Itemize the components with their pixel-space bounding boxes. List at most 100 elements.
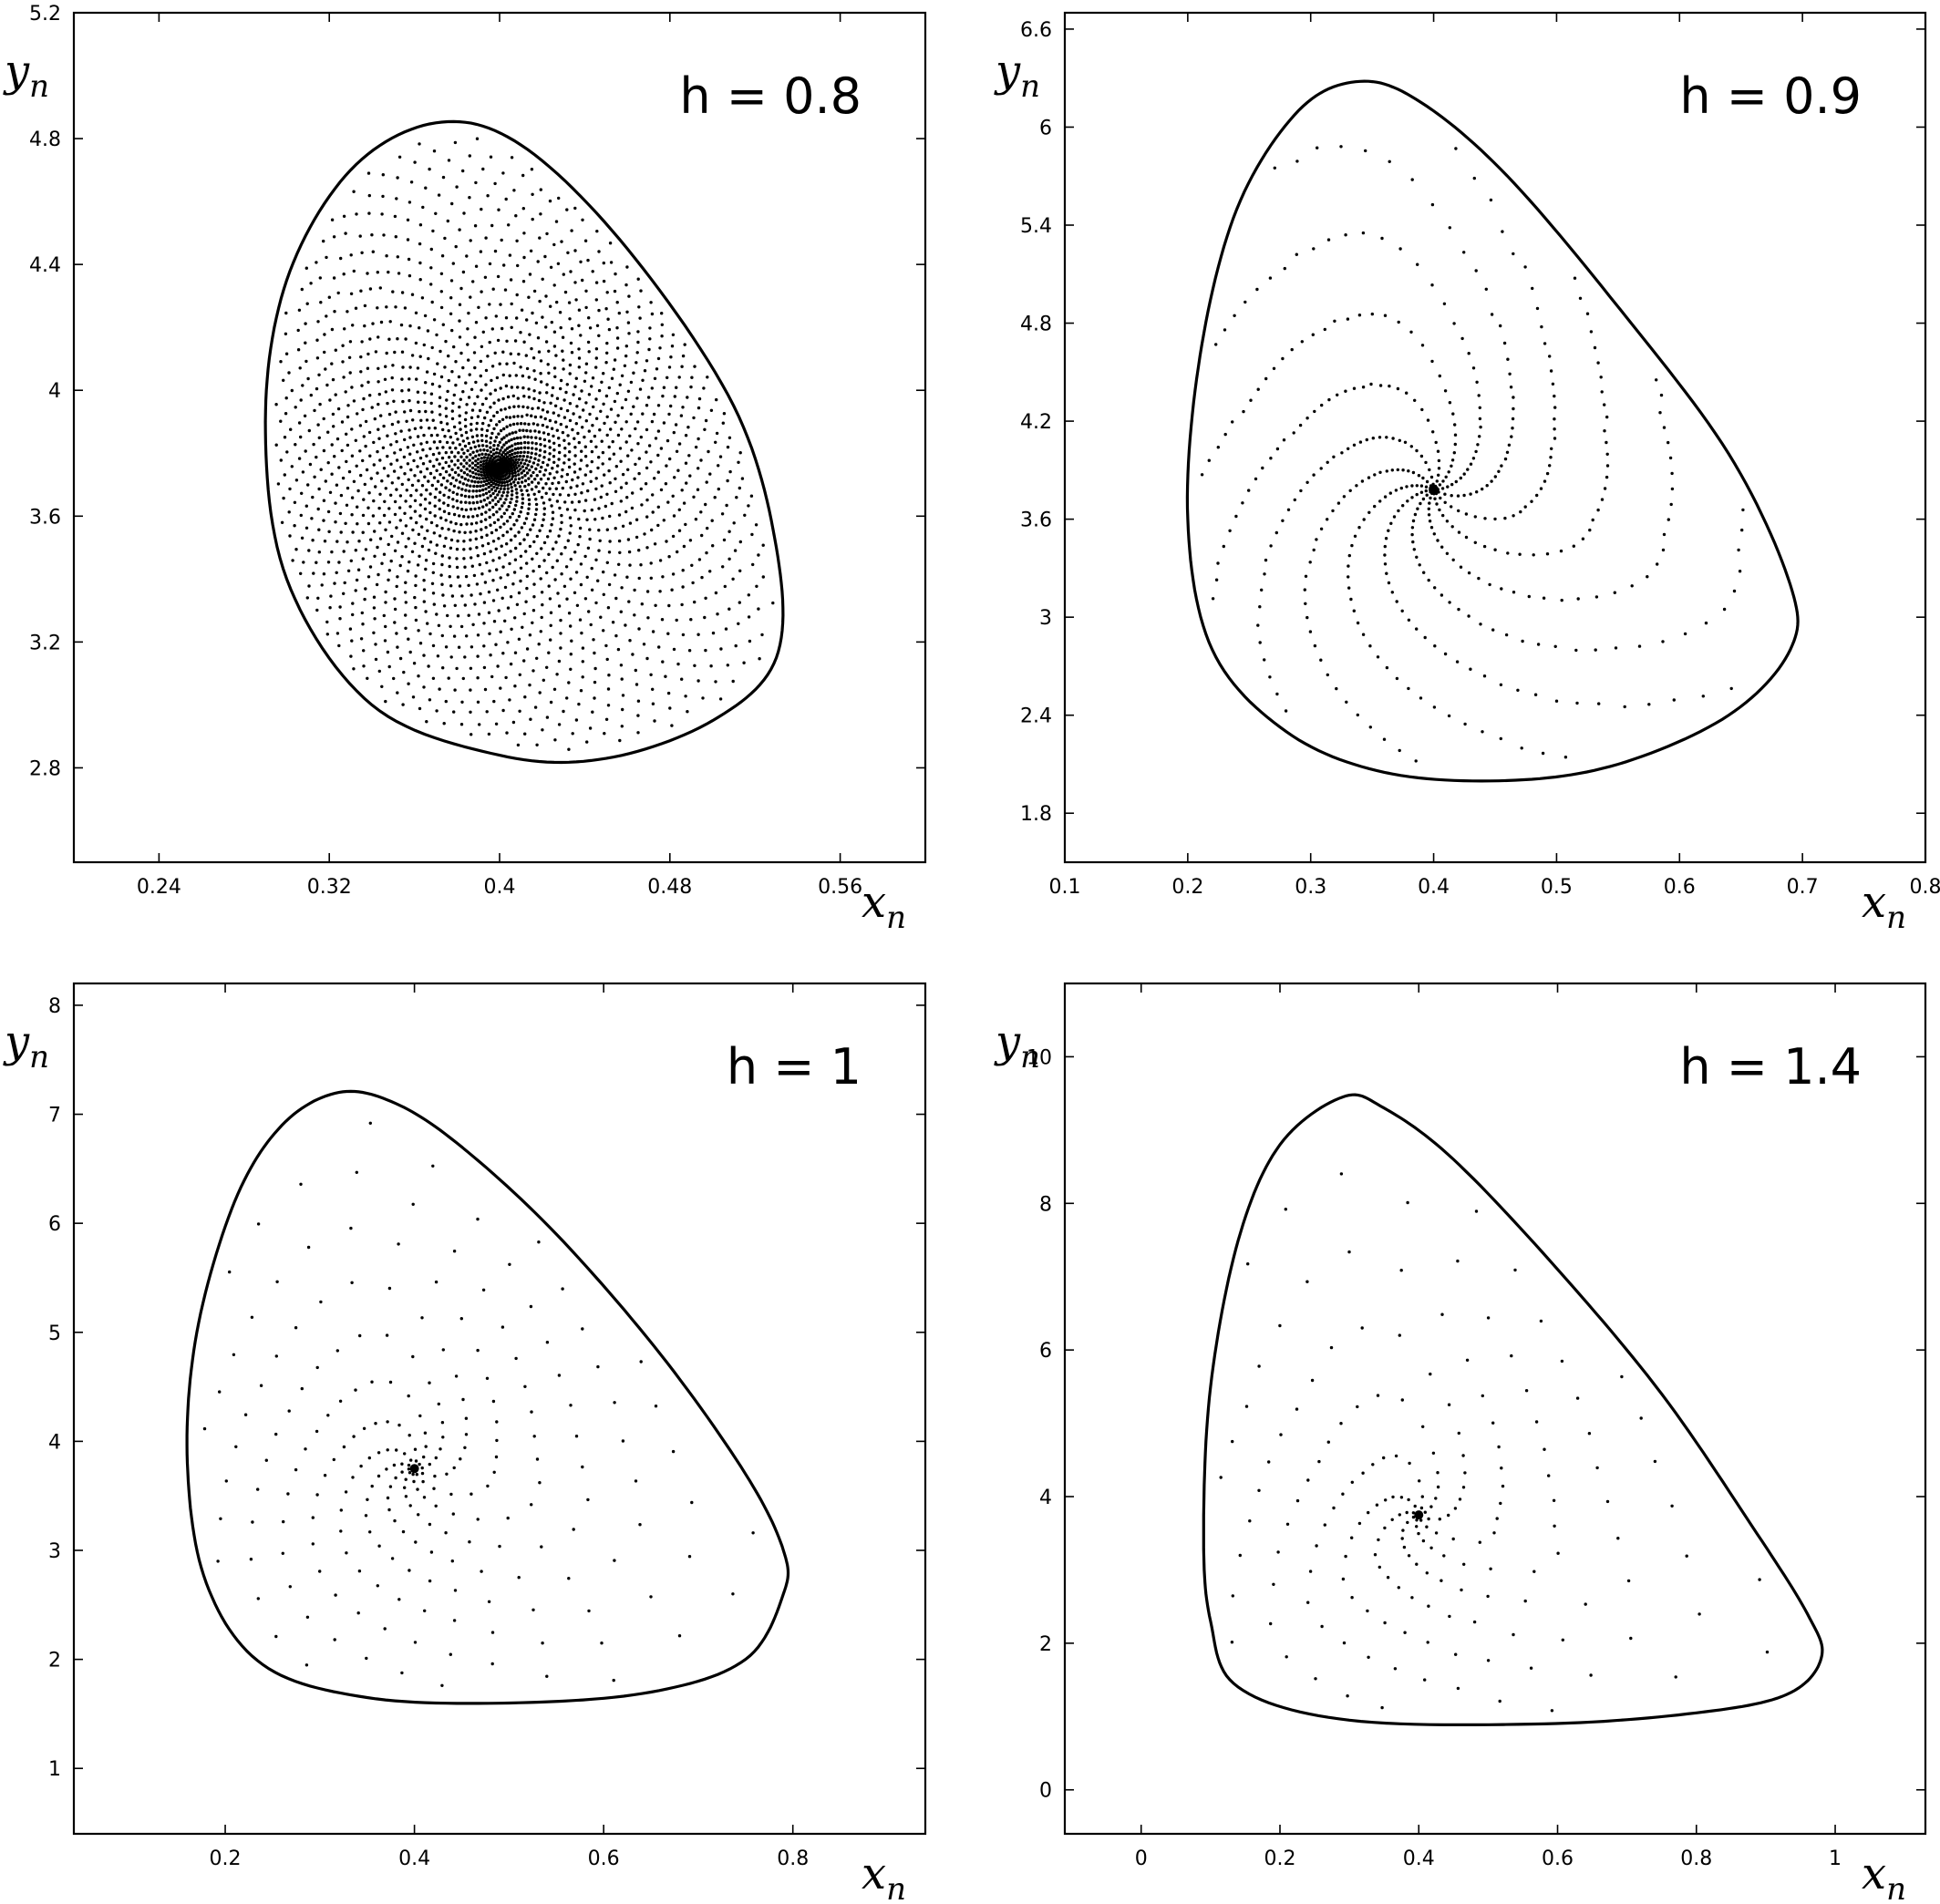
orbit-point (376, 545, 379, 550)
orbit-point (512, 455, 516, 459)
orbit-point (1304, 602, 1307, 605)
orbit-point (1399, 1269, 1403, 1272)
orbit-point (417, 1513, 420, 1517)
orbit-point (1407, 618, 1411, 622)
orbit-point (469, 508, 473, 511)
orbit-point (1530, 499, 1533, 503)
orbit-point (557, 480, 561, 485)
orbit-point (469, 295, 472, 299)
orbit-point (294, 479, 299, 482)
orbit-point (425, 418, 429, 422)
orbit-point (371, 322, 375, 325)
orbit-point (418, 261, 422, 265)
orbit-point (501, 171, 505, 175)
orbit-point (380, 561, 384, 565)
orbit-point (473, 602, 477, 606)
orbit-point (667, 412, 671, 417)
orbit-point (476, 395, 480, 398)
orbit-point (1331, 509, 1335, 513)
orbit-point (219, 1517, 222, 1521)
orbit-point (352, 190, 356, 193)
orbit-point (304, 359, 308, 364)
orbit-point (511, 720, 516, 725)
orbit-point (570, 351, 574, 355)
orbit-point (415, 520, 418, 525)
orbit-point (413, 595, 417, 600)
orbit-point (552, 366, 557, 370)
orbit-point (726, 479, 729, 483)
orbit-point (1561, 1638, 1565, 1642)
orbit-point (484, 467, 488, 470)
orbit-point (383, 377, 387, 381)
orbit-point (339, 1529, 343, 1533)
orbit-point (281, 1551, 284, 1556)
orbit-point (481, 1288, 486, 1292)
orbit-point (626, 454, 630, 458)
orbit-point (486, 496, 490, 500)
orbit-point (1397, 1586, 1401, 1590)
orbit-point (484, 518, 488, 521)
orbit-point (624, 440, 628, 444)
orbit-point (364, 587, 367, 591)
orbit-point (440, 633, 444, 638)
orbit-point (641, 412, 645, 416)
orbit-point (440, 1421, 445, 1425)
orbit-point (459, 468, 463, 472)
orbit-point (1419, 454, 1424, 458)
orbit-point (623, 364, 627, 367)
orbit-point (537, 398, 542, 403)
orbit-point (419, 493, 423, 497)
orbit-point (1346, 317, 1350, 321)
orbit-point (460, 488, 464, 491)
orbit-point (484, 510, 488, 514)
orbit-point (408, 408, 413, 413)
orbit-point (737, 460, 740, 464)
orbit-point (534, 448, 538, 451)
orbit-point (1473, 515, 1478, 519)
orbit-point (517, 352, 521, 356)
y-tick-label: 6.6 (1020, 19, 1052, 42)
orbit-point (510, 437, 513, 442)
orbit-point (453, 470, 458, 475)
orbit-point (619, 610, 623, 613)
orbit-point (544, 294, 548, 298)
orbit-point (428, 698, 432, 702)
orbit-point (506, 487, 510, 490)
orbit-point (345, 432, 348, 436)
orbit-point (344, 521, 347, 525)
orbit-point (514, 374, 518, 377)
orbit-point (435, 612, 439, 616)
orbit-point (432, 476, 437, 479)
orbit-point (484, 487, 488, 491)
orbit-point (1529, 1666, 1533, 1670)
orbit-point (568, 317, 572, 321)
orbit-point (459, 493, 463, 497)
y-tick-label: 1.8 (1020, 803, 1052, 826)
orbit-point (483, 581, 488, 584)
orbit-point (360, 384, 364, 387)
orbit-point (480, 207, 483, 211)
orbit-point (718, 455, 723, 458)
orbit-point (519, 579, 522, 583)
orbit-point (462, 465, 466, 468)
orbit-point (441, 466, 445, 470)
orbit-point (1396, 468, 1400, 472)
orbit-point (676, 662, 680, 666)
orbit-point (429, 247, 433, 252)
orbit-point (508, 479, 511, 482)
orbit-point (377, 572, 380, 577)
orbit-point (675, 449, 679, 453)
orbit-point (1427, 1604, 1430, 1608)
orbit-point (501, 708, 505, 713)
orbit-point (505, 339, 509, 343)
orbit-point (1532, 553, 1535, 557)
fixed-point (494, 463, 505, 475)
orbit-point (393, 597, 397, 601)
orbit-point (434, 1456, 438, 1460)
orbit-point (620, 677, 624, 681)
orbit-point (521, 280, 526, 283)
orbit-point (562, 367, 565, 371)
orbit-point (658, 346, 662, 350)
orbit-point (288, 534, 292, 538)
orbit-point (541, 423, 545, 427)
